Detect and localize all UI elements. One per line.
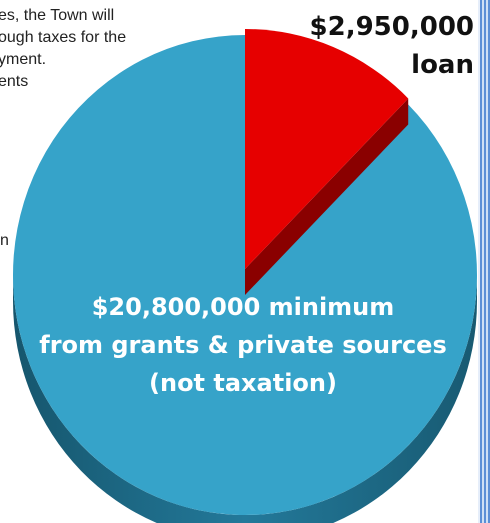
page-border-inner xyxy=(478,0,480,523)
background-article-text: es, the Town will ough taxes for the yme… xyxy=(0,5,188,93)
slice-loan xyxy=(245,29,409,269)
slice-label-grants-source: from grants & private sources xyxy=(39,331,447,359)
background-text-line: es, the Town will xyxy=(0,7,115,24)
slice-label-grants-amount: $20,800,000 minimum xyxy=(91,293,395,321)
slice-label-grants-note: (not taxation) xyxy=(149,369,337,397)
slice-label-grants: $20,800,000 minimum from grants & privat… xyxy=(28,288,458,402)
page-border xyxy=(480,0,490,523)
slice-label-loan-amount: $2,950,000 xyxy=(309,12,474,42)
background-text-line: ents xyxy=(0,73,29,90)
slice-label-loan-text: loan xyxy=(411,50,474,80)
slice-label-loan: $2,950,000 loan xyxy=(310,8,474,84)
background-text-fragment: n xyxy=(0,232,9,249)
background-text-line: ough taxes for the xyxy=(0,29,127,46)
slice-loan-side xyxy=(245,98,409,295)
background-text-line: yment. xyxy=(0,51,47,68)
